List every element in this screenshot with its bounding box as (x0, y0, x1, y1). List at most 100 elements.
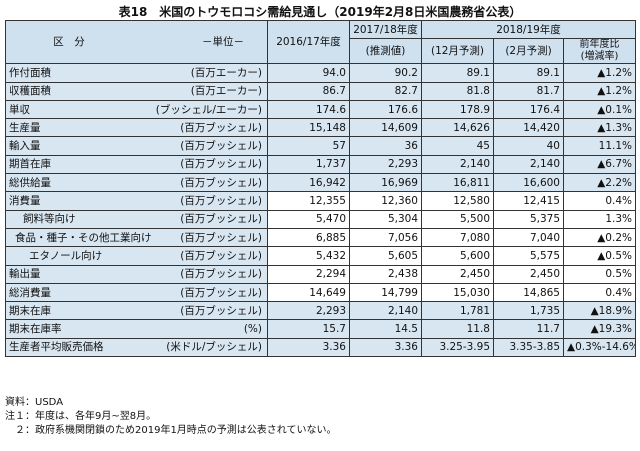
row-label-cell: 総供給量 (百万ブッシェル) (5, 173, 268, 193)
cell-dec: 14,626 (421, 118, 494, 138)
cell-feb: 2,450 (493, 264, 564, 284)
table-row: 輸出量 (百万ブッシェル) 2,294 2,438 2,450 2,450 0.5% (5, 264, 636, 284)
row-label: 輸出量 (9, 268, 41, 281)
row-label: 生産量 (9, 121, 41, 134)
cell-change: ▲19.3% (563, 319, 636, 339)
cell-v2016: 57 (267, 136, 350, 156)
cell-change: 0.4% (563, 282, 636, 303)
row-label: 消費量 (9, 195, 41, 208)
row-label-cell: 作付面積 (百万エーカー) (5, 63, 268, 83)
row-label-cell: 輸入量 (百万ブッシェル) (5, 136, 268, 156)
cell-feb: 2,140 (493, 154, 564, 175)
cell-dec: 7,080 (421, 227, 494, 248)
cell-v2017: 16,969 (349, 173, 422, 193)
row-label-cell: 収穫面積 (百万エーカー) (5, 81, 268, 101)
row-label-cell: 生産者平均販売価格 (米ドル/ブッシェル) (5, 337, 268, 358)
cell-feb: 176.4 (493, 99, 564, 120)
row-label: 収穫面積 (9, 85, 51, 98)
row-unit: (百万ブッシェル) (180, 213, 262, 226)
row-unit: (百万ブッシェル) (180, 176, 262, 189)
cell-change: 1.3% (563, 209, 636, 229)
row-unit: (百万ブッシェル) (180, 121, 262, 134)
table-row: 飼料等向け (百万ブッシェル) 5,470 5,304 5,500 5,375 1.3% (5, 209, 636, 229)
row-label-cell: 単収 (ブッシェル/エーカー) (5, 99, 268, 120)
row-label-cell: 飼料等向け (百万ブッシェル) (5, 209, 268, 229)
table-row: 生産量 (百万ブッシェル) 15,148 14,609 14,626 14,420 ▲1.3… (5, 118, 636, 138)
table-row: 食品・種子・その他工業向け (百万ブッシェル) 6,885 7,056 7,080 7,0… (5, 227, 636, 248)
row-unit: (百万ブッシェル) (180, 286, 262, 299)
row-label-cell: 期首在庫 (百万ブッシェル) (5, 154, 268, 175)
cell-change: 0.5% (563, 264, 636, 284)
note-source: 資料：USDA (5, 397, 64, 408)
cell-dec: 1,781 (421, 301, 494, 321)
row-label: 期末在庫率 (9, 323, 62, 336)
cell-dec: 3.25-3.95 (421, 337, 494, 358)
cell-feb: 89.1 (493, 63, 564, 83)
row-unit: (百万ブッシェル) (180, 195, 262, 208)
cell-dec: 81.8 (421, 81, 494, 101)
cell-v2016: 16,942 (267, 173, 350, 193)
row-unit: (百万エーカー) (190, 85, 262, 98)
cell-feb: 14,865 (493, 282, 564, 303)
row-unit: (百万ブッシェル) (180, 249, 262, 262)
cell-v2017: 14,799 (349, 282, 422, 303)
row-label-cell: 食品・種子・その他工業向け (百万ブッシェル) (5, 227, 268, 248)
header-2018: 2018/19年度 (421, 19, 636, 40)
cell-change: 0.4% (563, 191, 636, 211)
cell-dec: 16,811 (421, 173, 494, 193)
row-label: 生産者平均販売価格 (9, 341, 104, 354)
table-row: 期首在庫 (百万ブッシェル) 1,737 2,293 2,140 2,140 ▲6.7% (5, 154, 636, 175)
table-row: 期末在庫 (百万ブッシェル) 2,293 2,140 1,781 1,735 ▲18.9% (5, 301, 636, 321)
table-row: 期末在庫率 (%) 15.7 14.5 11.8 11.7 ▲19.3% (5, 319, 636, 339)
cell-feb: 5,575 (493, 246, 564, 266)
note-1: 注１：年度は、各年9月~翌8月。 (5, 411, 157, 422)
cell-change: 11.1% (563, 136, 636, 156)
cell-dec: 45 (421, 136, 494, 156)
row-label-cell: 期末在庫率 (%) (5, 319, 268, 339)
cell-change: ▲1.3% (563, 118, 636, 138)
cell-v2017: 2,438 (349, 264, 422, 284)
row-label: 総消費量 (9, 286, 51, 299)
cell-dec: 15,030 (421, 282, 494, 303)
header-2016: 2016/17年度 (267, 19, 350, 65)
cell-dec: 2,140 (421, 154, 494, 175)
row-label-cell: 生産量 (百万ブッシェル) (5, 118, 268, 138)
cell-v2017: 82.7 (349, 81, 422, 101)
note-2: ２：政府系機関閉鎖のため2019年1月時点の予測は公表されていない。 (5, 425, 337, 436)
cell-v2016: 5,470 (267, 209, 350, 229)
row-label-cell: エタノール向け (百万ブッシェル) (5, 246, 268, 266)
row-unit: (百万ブッシェル) (180, 268, 262, 281)
cell-v2016: 15.7 (267, 319, 350, 339)
cell-change: ▲6.7% (563, 154, 636, 175)
header-kubun: 区 分 (53, 36, 85, 49)
supply-demand-table: 区 分 －単位－ 2016/17年度 2017/18年度 2018/19年度 (… (5, 19, 636, 358)
cell-v2016: 1,737 (267, 154, 350, 175)
cell-change: ▲18.9% (563, 301, 636, 321)
cell-v2017: 176.6 (349, 99, 422, 120)
cell-feb: 12,415 (493, 191, 564, 211)
header-dec: (12月予測) (421, 38, 494, 65)
cell-change: ▲1.2% (563, 63, 636, 83)
header-2017-sub: (推測値) (349, 38, 422, 65)
cell-v2016: 86.7 (267, 81, 350, 101)
row-label-cell: 総消費量 (百万ブッシェル) (5, 282, 268, 303)
table-row: 作付面積 (百万エーカー) 94.0 90.2 89.1 89.1 ▲1.2% (5, 63, 636, 83)
row-label: 飼料等向け (23, 213, 76, 226)
cell-v2017: 2,293 (349, 154, 422, 175)
cell-v2017: 2,140 (349, 301, 422, 321)
table-row: エタノール向け (百万ブッシェル) 5,432 5,605 5,600 5,575 ▲0.5… (5, 246, 636, 266)
cell-feb: 81.7 (493, 81, 564, 101)
cell-dec: 11.8 (421, 319, 494, 339)
cell-dec: 5,600 (421, 246, 494, 266)
row-label-cell: 消費量 (百万ブッシェル) (5, 191, 268, 211)
table-row: 消費量 (百万ブッシェル) 12,355 12,360 12,580 12,415 0.4% (5, 191, 636, 211)
cell-dec: 178.9 (421, 99, 494, 120)
cell-v2016: 5,432 (267, 246, 350, 266)
cell-v2017: 14.5 (349, 319, 422, 339)
row-unit: (百万ブッシェル) (180, 140, 262, 153)
cell-feb: 5,375 (493, 209, 564, 229)
table-row: 生産者平均販売価格 (米ドル/ブッシェル) 3.36 3.36 3.25-3.95 3.3… (5, 337, 636, 358)
table-row: 総供給量 (百万ブッシェル) 16,942 16,969 16,811 16,600 ▲2.… (5, 173, 636, 193)
row-label: 作付面積 (9, 66, 51, 79)
cell-v2017: 36 (349, 136, 422, 156)
